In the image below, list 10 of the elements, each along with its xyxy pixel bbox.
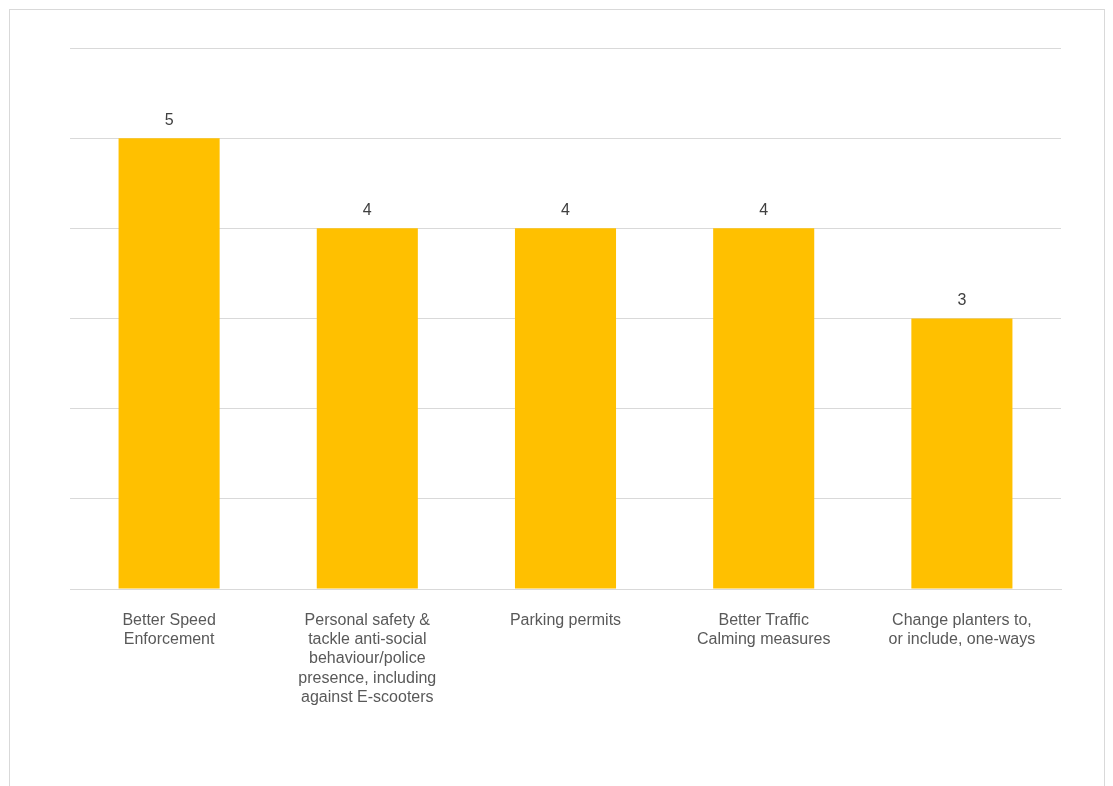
x-tick-label: Better Speed Enforcement: [122, 611, 216, 648]
data-label: 3: [957, 290, 967, 308]
data-label: 5: [164, 110, 174, 128]
data-label: 4: [362, 200, 372, 218]
data-label: 4: [561, 200, 571, 218]
x-tick-label: Parking permits: [509, 611, 622, 629]
data-label: 4: [759, 200, 769, 218]
x-tick-label: Better Traffic Calming measures: [697, 611, 831, 648]
x-tick-label: Personal safety & tackle anti-social behaviour/police presence, including against E-scooters: [298, 611, 437, 705]
x-tick-label: Change planters to, or include, one-ways: [888, 611, 1036, 648]
